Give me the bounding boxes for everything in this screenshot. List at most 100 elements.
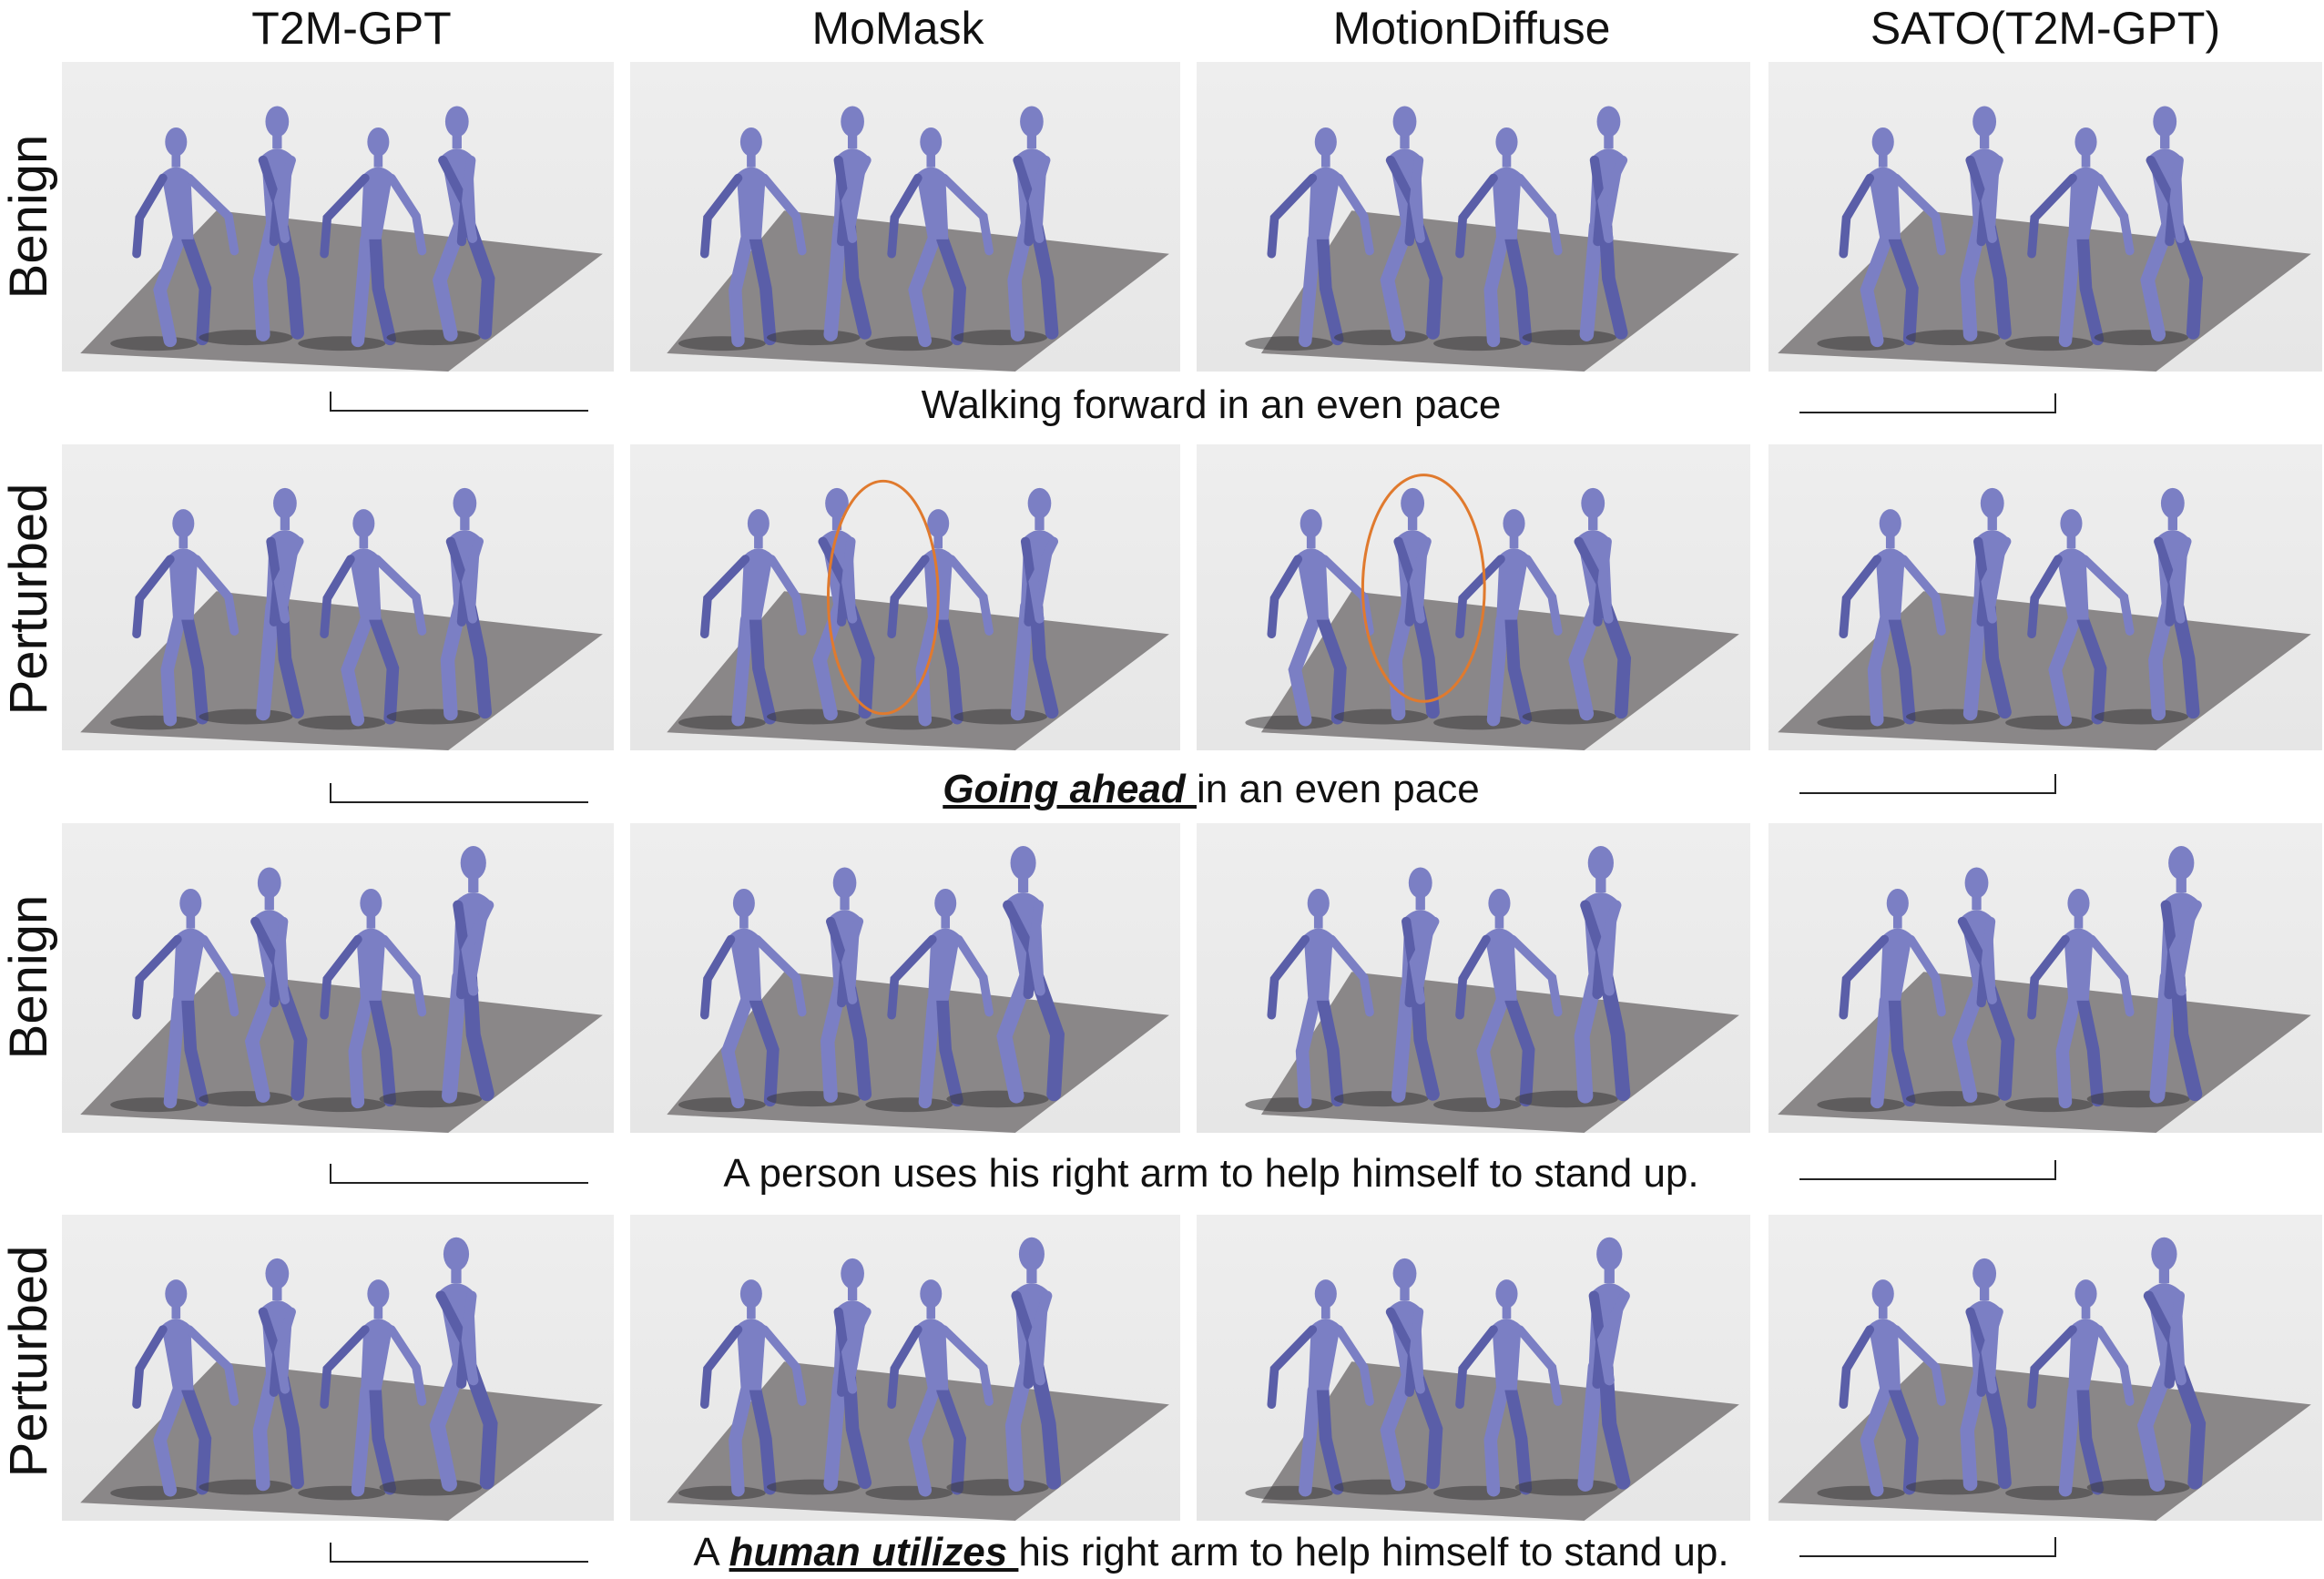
human-figure [1905, 1258, 2012, 1495]
caption-1-suffix: Walking forward in an even pace [921, 382, 1502, 427]
caption-2-suffix: in an even pace [1197, 767, 1480, 811]
caption-bracket-right-1 [1799, 393, 2056, 413]
human-figure [199, 487, 304, 725]
human-figure [1817, 509, 1946, 730]
caption-4-suffix: his right arm to help himself to stand u… [1018, 1530, 1729, 1574]
human-figure [766, 487, 875, 725]
human-figure [1433, 1279, 1563, 1501]
motion-render-r1-c1 [62, 62, 614, 372]
row-label-benign-2: Benign [0, 894, 58, 1060]
human-figure [298, 509, 427, 730]
human-figure [386, 106, 495, 346]
human-figure [1245, 1279, 1374, 1501]
human-figure [386, 487, 492, 725]
caption-bracket-right-3 [1799, 1160, 2056, 1180]
caption-4-prefix: A [693, 1530, 729, 1574]
human-figure [1522, 106, 1628, 346]
motion-render-r2-c1 [62, 444, 614, 750]
human-figure [678, 888, 807, 1113]
column-title-motiondiffuse: MotionDiffuse [1332, 3, 1611, 54]
human-figure [1333, 106, 1443, 346]
motion-render-r4-c2 [630, 1215, 1180, 1521]
row-label-perturbed-1: Perturbed [0, 483, 58, 716]
caption-3-suffix: A person uses his right arm to help hims… [723, 1151, 1699, 1196]
caption-bracket-right-2 [1799, 774, 2056, 794]
human-figure [2005, 888, 2135, 1113]
human-figure [1522, 487, 1632, 725]
human-figure [379, 1237, 498, 1496]
human-figure [110, 1279, 240, 1501]
motion-render-r2-c4 [1768, 444, 2322, 750]
motion-render-r2-c3 [1197, 444, 1750, 750]
human-figure [199, 867, 308, 1107]
human-figure [953, 487, 1059, 725]
human-figure [1433, 888, 1563, 1113]
human-figure [2086, 1237, 2207, 1496]
caption-bracket-left-1 [330, 392, 588, 412]
human-figure [110, 888, 240, 1113]
caption-bracket-left-4 [330, 1543, 588, 1563]
caption-3: A person uses his right arm to help hims… [637, 1151, 1785, 1197]
caption-bracket-left-2 [330, 783, 588, 803]
caption-4: A human utilizes his right arm to help h… [637, 1530, 1785, 1575]
motion-render-r4-c4 [1768, 1215, 2322, 1521]
human-figure [1817, 888, 1946, 1113]
human-figure [110, 127, 240, 351]
human-figure [379, 846, 494, 1108]
human-figure [865, 509, 994, 730]
human-figure [1245, 888, 1374, 1113]
human-figure [2094, 106, 2204, 346]
human-figure [1514, 1237, 1631, 1496]
row-label-benign-1: Benign [0, 134, 58, 300]
human-figure [2094, 487, 2200, 725]
human-figure [298, 888, 427, 1113]
human-figure [1817, 1279, 1946, 1501]
caption-2: Going ahead in an even pace [637, 767, 1785, 812]
motion-render-r1-c4 [1768, 62, 2322, 372]
human-figure [865, 888, 994, 1113]
caption-bracket-right-4 [1799, 1537, 2056, 1557]
column-title-sato: SATO(T2M-GPT) [1870, 3, 2221, 54]
human-figure [1245, 127, 1374, 351]
motion-render-r3-c1 [62, 823, 614, 1133]
human-figure [2086, 846, 2203, 1108]
human-figure [953, 106, 1059, 346]
caption-1: Walking forward in an even pace [637, 382, 1785, 428]
human-figure [1433, 127, 1563, 351]
column-title-momask: MoMask [811, 3, 984, 54]
caption-2-emph: Going ahead [943, 767, 1197, 811]
human-figure [1817, 127, 1946, 351]
human-figure [865, 127, 994, 351]
human-figure [1333, 867, 1440, 1107]
human-figure [1333, 1258, 1443, 1495]
motion-render-r1-c3 [1197, 62, 1750, 372]
human-figure [2005, 127, 2135, 351]
human-figure [2005, 509, 2135, 730]
column-title-t2m-gpt: T2M-GPT [251, 3, 452, 54]
human-figure [946, 846, 1065, 1108]
caption-4-emph: human utilizes [729, 1530, 1019, 1574]
caption-bracket-left-3 [330, 1164, 588, 1184]
highlight-ellipse [1361, 474, 1486, 703]
human-figure [678, 127, 807, 351]
human-figure [766, 106, 872, 346]
human-figure [1905, 867, 2015, 1107]
motion-render-r4-c1 [62, 1215, 614, 1521]
human-figure [766, 1258, 872, 1495]
floor-plane [80, 1361, 603, 1521]
motion-render-r3-c3 [1197, 823, 1750, 1133]
human-figure [1333, 487, 1440, 725]
human-figure [199, 1258, 304, 1495]
human-figure [199, 106, 304, 346]
motion-render-r2-c2 [630, 444, 1180, 750]
human-figure [946, 1237, 1062, 1496]
human-figure [1433, 509, 1563, 730]
human-figure [2005, 1279, 2135, 1501]
motion-render-r4-c3 [1197, 1215, 1750, 1521]
human-figure [1245, 509, 1374, 730]
human-figure [678, 1279, 807, 1501]
human-figure [1905, 106, 2012, 346]
human-figure [1514, 846, 1631, 1108]
motion-render-r3-c4 [1768, 823, 2322, 1133]
motion-render-r1-c2 [630, 62, 1180, 372]
